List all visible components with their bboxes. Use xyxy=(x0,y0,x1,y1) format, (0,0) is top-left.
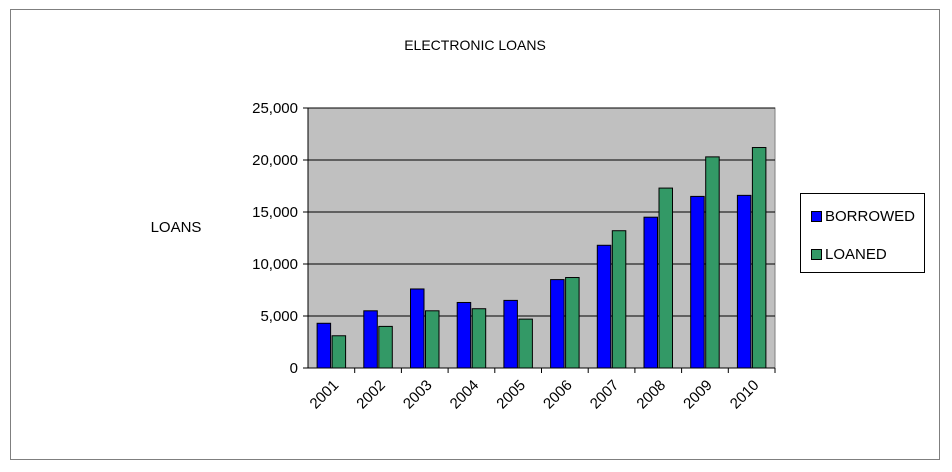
x-tick-label: 2003 xyxy=(400,377,436,413)
bar-borrowed-2001 xyxy=(316,322,332,369)
bar-borrowed-2008 xyxy=(643,216,658,369)
bar-loaned-2007 xyxy=(611,230,627,369)
legend-item-loaned: LOANED xyxy=(811,246,887,263)
bar-loaned-2005 xyxy=(518,318,533,369)
legend: BORROWED LOANED xyxy=(800,193,925,273)
plot-area: 0 5,000 10,000 15,000 20,000 25,000 2001 2002 20… xyxy=(252,100,776,413)
chart-title: ELECTRONIC LOANS xyxy=(404,37,546,53)
bar-loaned-2003 xyxy=(425,310,440,369)
bar-loaned-2004 xyxy=(471,308,487,369)
y-axis-label: LOANS xyxy=(151,219,202,236)
bar-borrowed-2009 xyxy=(690,195,705,369)
bar-loaned-2006 xyxy=(565,277,580,369)
y-tick-label: 20,000 xyxy=(252,152,298,169)
bar-loaned-2009 xyxy=(705,156,720,369)
x-tick-label: 2001 xyxy=(307,377,343,413)
x-tick-label: 2005 xyxy=(493,377,529,413)
legend-swatch-borrowed xyxy=(811,211,822,222)
y-tick-label: 10,000 xyxy=(252,256,298,273)
y-tick-label: 25,000 xyxy=(252,100,298,117)
plot-background xyxy=(307,107,776,369)
legend-label-loaned: LOANED xyxy=(825,246,887,263)
bar-borrowed-2007 xyxy=(596,244,612,369)
legend-label-borrowed: BORROWED xyxy=(825,208,915,225)
bar-loaned-2008 xyxy=(658,187,673,369)
bar-borrowed-2002 xyxy=(363,310,378,369)
bar-loaned-2001 xyxy=(331,335,347,369)
legend-item-borrowed: BORROWED xyxy=(811,208,915,225)
x-tick-label: 2010 xyxy=(727,377,763,413)
bar-borrowed-2004 xyxy=(456,301,472,369)
x-tick-label: 2008 xyxy=(633,377,669,413)
bar-loaned-2010 xyxy=(751,147,767,369)
bar-borrowed-2005 xyxy=(503,299,518,369)
x-tick-label: 2009 xyxy=(680,377,716,413)
x-tick-label: 2002 xyxy=(353,377,389,413)
legend-swatch-loaned xyxy=(811,249,822,260)
x-tick-label: 2004 xyxy=(447,377,483,413)
bar-borrowed-2006 xyxy=(550,279,565,369)
y-tick-label: 5,000 xyxy=(260,308,298,325)
bar-loaned-2002 xyxy=(378,325,393,369)
x-tick-label: 2006 xyxy=(540,377,576,413)
x-tick-label: 2007 xyxy=(587,377,623,413)
bar-borrowed-2003 xyxy=(410,288,425,369)
y-tick-label: 15,000 xyxy=(252,204,298,221)
bar-borrowed-2010 xyxy=(736,194,752,369)
y-tick-label: 0 xyxy=(290,360,298,377)
